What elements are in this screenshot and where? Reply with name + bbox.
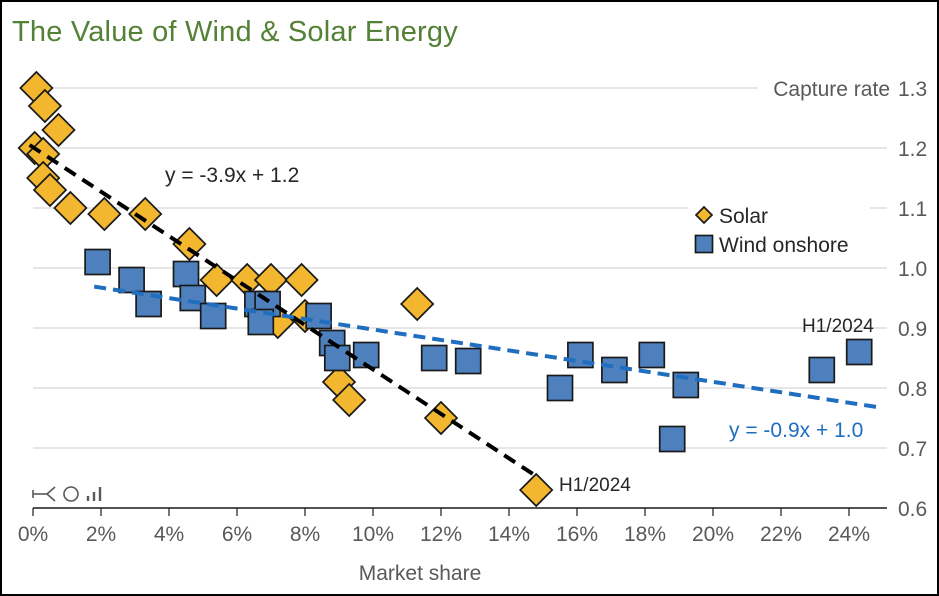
legend-backing <box>688 199 870 261</box>
solar-point <box>41 112 76 148</box>
solar-point <box>53 190 88 226</box>
x-tick-label: 8% <box>290 523 320 546</box>
wind-point <box>172 260 200 288</box>
x-tick-label: 10% <box>352 523 394 546</box>
x-tick-label: 20% <box>692 523 734 546</box>
wind-point <box>638 341 666 369</box>
solar-point <box>518 472 554 508</box>
y-axis-title: Capture rate <box>773 78 890 101</box>
chart-title: The Value of Wind & Solar Energy <box>12 16 458 48</box>
wind-annotation: H1/2024 <box>802 316 874 337</box>
solar-trendline <box>28 143 536 477</box>
data-points <box>17 70 873 508</box>
axis-labels: 0% 2% 4% 6% 8% 10% 12% 14% 16% 18% 20% 22% 24% 1.3 1.2… <box>18 74 927 585</box>
x-tick-label: 18% <box>624 523 666 546</box>
x-tick-label: 0% <box>18 523 48 546</box>
solar-point <box>399 286 435 322</box>
fork-icon <box>32 486 56 502</box>
wind-point <box>118 266 145 294</box>
axes <box>32 507 887 516</box>
solar-point <box>127 196 163 232</box>
circle-icon <box>63 486 79 502</box>
footer-icons <box>32 486 102 502</box>
solar-point <box>423 400 459 436</box>
y-tick-label: 0.9 <box>898 318 927 341</box>
wind-equation-label: y = -0.9x + 1.0 <box>729 419 863 442</box>
wind-trendline <box>93 284 879 410</box>
x-tick-label: 2% <box>86 523 116 546</box>
y-tick-label: 1.3 <box>898 78 927 101</box>
solar-point <box>172 226 207 262</box>
wind-point <box>845 338 873 366</box>
solar-point <box>87 196 122 232</box>
x-tick-label: 16% <box>556 523 598 546</box>
x-tick-label: 22% <box>760 523 802 546</box>
legend: Solar Wind onshore <box>688 199 870 261</box>
label-backing <box>758 74 890 101</box>
wind-point <box>84 248 111 276</box>
annotations: y = -3.9x + 1.2 y = -0.9x + 1.0 H1/2024 H1/… <box>165 164 874 496</box>
wind-point <box>546 374 574 402</box>
y-tick-label: 0.7 <box>898 438 927 461</box>
solar-equation-label: y = -3.9x + 1.2 <box>165 164 299 187</box>
y-tick-label: 1.2 <box>898 138 927 161</box>
solar-point <box>331 382 367 418</box>
y-tick-label: 0.6 <box>898 498 927 521</box>
y-tick-label: 0.8 <box>898 378 927 401</box>
solar-point <box>27 88 63 124</box>
x-tick-label: 14% <box>488 523 530 546</box>
wind-point <box>305 302 332 330</box>
y-tick-label: 1.0 <box>898 258 927 281</box>
legend-label-wind: Wind onshore <box>719 234 849 257</box>
legend-label-solar: Solar <box>719 205 768 228</box>
solar-point <box>32 172 68 208</box>
trendlines <box>28 143 879 477</box>
x-tick-label: 4% <box>154 523 184 546</box>
wind-point <box>199 302 227 330</box>
wind-point <box>658 425 686 453</box>
x-tick-label: 12% <box>420 523 462 546</box>
solar-annotation: H1/2024 <box>559 475 631 496</box>
legend-solar-marker <box>694 205 714 225</box>
wind-point <box>808 356 836 384</box>
wind-point <box>323 344 351 372</box>
wind-point <box>454 347 482 375</box>
legend-wind-marker <box>694 234 714 254</box>
x-axis-title: Market share <box>359 562 482 585</box>
x-tick-label: 24% <box>828 523 870 546</box>
x-tick-label: 6% <box>222 523 252 546</box>
solar-point <box>284 262 319 298</box>
wind-point <box>601 356 628 384</box>
bars-icon <box>86 487 102 501</box>
y-tick-label: 1.1 <box>898 198 927 221</box>
wind-point <box>420 344 448 372</box>
gridlines <box>33 87 887 449</box>
